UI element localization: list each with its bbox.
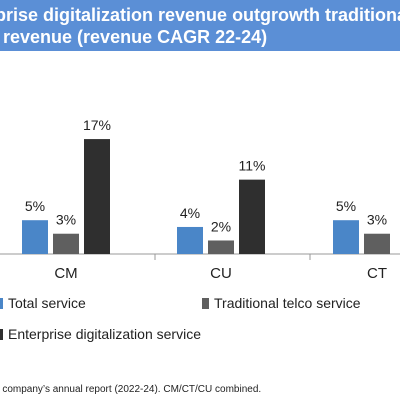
value-label-cu-total-service: 4% xyxy=(180,205,200,221)
bar-cu-enterprise-digitalization-service xyxy=(239,179,265,254)
category-label-cm: CM xyxy=(54,265,77,282)
bar-ct-traditional-telco-service xyxy=(364,233,390,254)
value-label-cu-traditional-telco-service: 2% xyxy=(211,218,231,234)
legend-swatch-total-service xyxy=(0,297,3,309)
chart-title-line-2: e revenue (revenue CAGR 22-24) xyxy=(0,27,268,47)
value-label-cm-total-service: 5% xyxy=(25,198,45,214)
bar-cm-traditional-telco-service xyxy=(53,233,79,254)
category-label-ct: CT xyxy=(367,265,387,282)
chart-canvas: 5% 3% 17% CM 4% 2% 11% CU 5% 3% CT xyxy=(0,117,400,282)
legend-label-traditional-telco: Traditional telco service xyxy=(214,295,361,311)
value-label-ct-traditional-telco-service: 3% xyxy=(367,212,387,228)
legend-item-total-service: Total service xyxy=(0,295,86,311)
bar-cm-enterprise-digitalization-service xyxy=(84,139,110,254)
value-label-ct-total-service: 5% xyxy=(336,198,356,214)
value-label-cu-enterprise-digitalization-service: 11% xyxy=(239,158,266,174)
bar-cm-total-service xyxy=(22,220,48,254)
bar-chart: 5% 3% 17% CM 4% 2% 11% CU 5% 3% CT xyxy=(0,51,400,341)
value-label-cm-enterprise-digitalization-service: 17% xyxy=(83,117,111,133)
legend-label-enterprise-digitalization: Enterprise digitalization service xyxy=(8,326,201,342)
chart-title-line-1: rprise digitalization revenue outgrowth … xyxy=(0,5,400,25)
bar-cu-total-service xyxy=(177,226,203,254)
value-label-cm-traditional-telco-service: 3% xyxy=(56,212,76,228)
legend-item-enterprise-digitalization: Enterprise digitalization service xyxy=(0,326,201,342)
legend-item-traditional-telco: Traditional telco service xyxy=(202,295,361,311)
legend-swatch-enterprise-digitalization xyxy=(0,328,3,340)
category-label-cu: CU xyxy=(210,265,232,282)
legend-swatch-traditional-telco xyxy=(202,297,209,309)
title-bar: rprise digitalization revenue outgrowth … xyxy=(0,0,400,51)
legend-label-total-service: Total service xyxy=(8,295,86,311)
bar-cu-traditional-telco-service xyxy=(208,240,234,254)
bar-ct-total-service xyxy=(333,220,359,254)
source-footnote: n company’s annual report (2022-24). CM/… xyxy=(0,384,262,395)
